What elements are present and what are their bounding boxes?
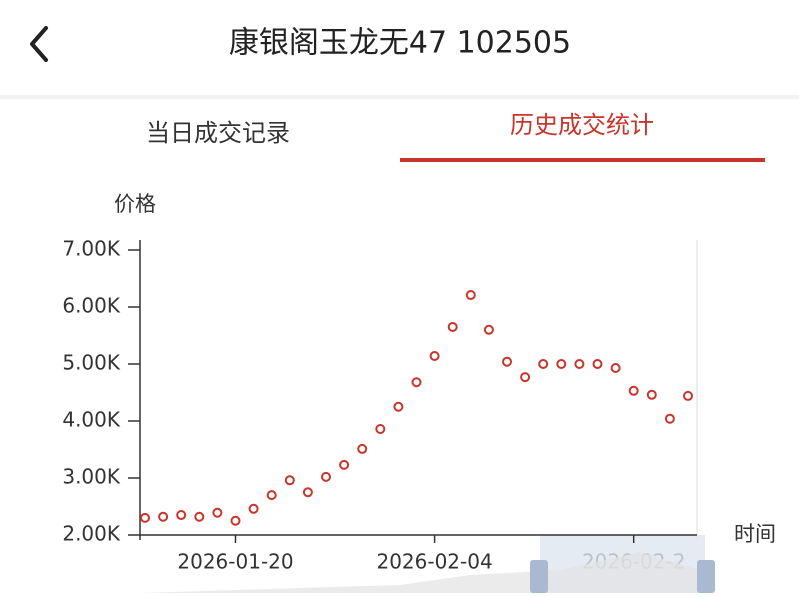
back-button[interactable]: [30, 26, 48, 62]
data-point: [683, 390, 693, 401]
x-tick-label: 2026-01-20: [177, 550, 293, 574]
data-point: [158, 511, 169, 522]
data-point: [357, 443, 368, 454]
data-point: [646, 389, 657, 400]
data-point: [339, 459, 350, 470]
data-point: [393, 401, 404, 412]
data-point: [610, 362, 621, 373]
data-point: [502, 356, 512, 367]
y-axis-title: 价格: [114, 192, 156, 216]
y-tick-label: 5.00K: [62, 351, 121, 375]
x-axis-title: 时间: [734, 522, 776, 546]
data-point: [483, 324, 494, 335]
data-point: [176, 510, 187, 521]
x-tick-label: 2026-02-04: [376, 550, 492, 574]
divider: [0, 95, 799, 99]
data-point: [592, 359, 603, 369]
data-point: [194, 511, 205, 522]
data-point: [266, 490, 277, 501]
y-tick-label: 7.00K: [62, 237, 121, 261]
tab[interactable]: 当日成交记录: [146, 119, 290, 147]
data-point: [628, 385, 639, 396]
data-point: [447, 321, 458, 332]
y-tick-label: 2.00K: [62, 522, 121, 546]
data-point: [574, 359, 585, 369]
data-point: [248, 503, 259, 514]
data-point: [140, 512, 150, 523]
y-tick-label: 3.00K: [62, 465, 121, 489]
data-point: [284, 475, 295, 486]
zoom-handle[interactable]: [530, 560, 548, 593]
data-point: [321, 471, 331, 482]
page-title: 康银阁玉龙无47 102505: [229, 26, 571, 61]
data-point: [664, 413, 675, 424]
zoom-handle[interactable]: [697, 560, 715, 593]
data-point: [230, 515, 241, 526]
data-point: [465, 290, 476, 301]
zoom-preview: [140, 552, 700, 593]
data-point: [520, 372, 531, 383]
tab-underline: [400, 158, 765, 162]
data-point: [212, 507, 223, 518]
data-point: [556, 359, 567, 369]
data-point: [375, 423, 386, 434]
tab-active[interactable]: 历史成交统计: [510, 111, 654, 139]
data-point: [302, 487, 313, 498]
data-point: [429, 351, 440, 362]
data-point: [538, 359, 549, 369]
data-point: [411, 377, 422, 388]
y-tick-label: 6.00K: [62, 294, 121, 318]
y-tick-label: 4.00K: [62, 408, 121, 432]
